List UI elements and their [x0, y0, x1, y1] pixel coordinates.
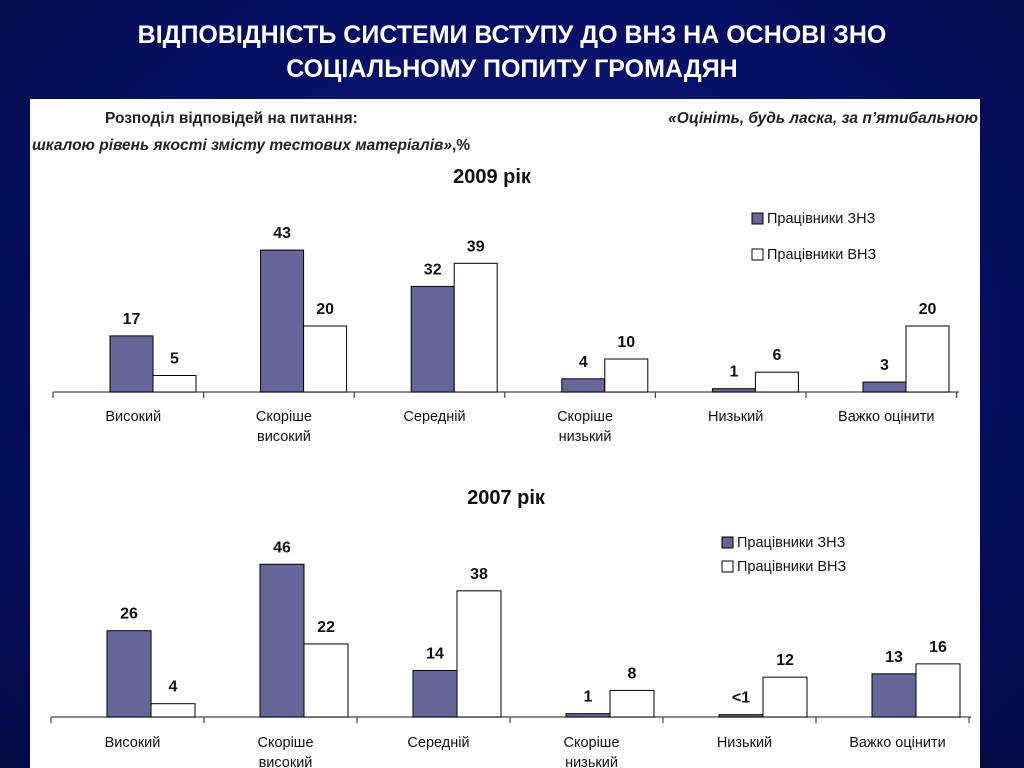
category-label: Високий	[105, 409, 161, 425]
category-label: Середній	[407, 735, 469, 751]
chart-0: 2009 рік 17 43 32 4 1 3 5 20 39 10 6 20 Високий Скоріш…	[52, 166, 959, 445]
data-label: 43	[273, 225, 291, 242]
chart-title: 2009 рік	[453, 166, 532, 188]
data-label: 20	[316, 301, 334, 318]
data-label: 10	[617, 334, 635, 351]
data-label: 8	[628, 665, 637, 682]
data-label: 4	[169, 679, 178, 696]
legend-swatch	[721, 536, 734, 549]
category-label: Низький	[708, 409, 763, 425]
question-text: Розподіл відповідей на питання: «Оцініть…	[30, 105, 980, 159]
bar-vnz	[754, 371, 799, 393]
bar-vnz	[915, 663, 961, 718]
bar-znz	[106, 630, 152, 718]
bar-vnz	[456, 590, 502, 718]
bar-znz	[412, 670, 458, 718]
data-label: 16	[929, 639, 947, 656]
data-label: 32	[424, 261, 442, 278]
legend-label: Працівники ЗНЗ	[737, 535, 846, 551]
legend-label: Працівники ЗНЗ	[767, 211, 876, 227]
bar-vnz	[604, 358, 649, 393]
chart-1: 2007 рік 26 46 14 1 <1 13 4 22 38 8 12 16 Високий Скор…	[50, 487, 971, 768]
data-label: 6	[772, 347, 781, 364]
data-label: 5	[170, 351, 179, 368]
data-label: 1	[584, 689, 593, 706]
chart-panel: Розподіл відповідей на питання: «Оцініть…	[30, 99, 980, 768]
category-label: Важко оцінити	[849, 735, 945, 751]
chart-title: 2007 рік	[467, 487, 546, 509]
category-label: Скоріше	[256, 409, 312, 425]
category-label: низький	[559, 429, 612, 445]
bar-znz	[410, 285, 455, 393]
bar-vnz	[762, 676, 808, 718]
data-label: 46	[273, 539, 291, 556]
bar-znz	[259, 563, 305, 718]
bar-vnz	[303, 325, 348, 393]
category-label: високий	[257, 429, 311, 445]
data-label: 20	[919, 301, 937, 318]
bar-vnz	[453, 262, 498, 393]
bar-vnz	[303, 643, 349, 718]
category-label: Низький	[717, 735, 772, 751]
data-label: 17	[123, 311, 141, 328]
data-label: 1	[729, 364, 738, 381]
question-suffix: ,%	[452, 137, 471, 154]
data-label: <1	[732, 690, 750, 707]
bar-vnz	[905, 325, 950, 393]
bar-znz	[871, 673, 917, 718]
category-label: Скоріше	[557, 409, 613, 425]
category-label: Високий	[105, 735, 161, 751]
data-label: 4	[579, 354, 588, 371]
bar-vnz	[152, 375, 197, 393]
bar-znz	[862, 381, 907, 393]
category-label: Скоріше	[563, 735, 619, 751]
data-label: 14	[426, 646, 444, 663]
question-text-line2: шкалою рівень якості змісту тестових мат…	[32, 137, 452, 154]
legend-label: Працівники ВНЗ	[737, 559, 847, 575]
bar-znz	[561, 378, 606, 393]
question-prefix: Розподіл відповідей на питання:	[105, 110, 358, 127]
data-label: 39	[467, 238, 485, 255]
data-label: 3	[880, 357, 889, 374]
category-label: Середній	[403, 409, 465, 425]
bar-znz	[711, 388, 756, 393]
data-label: 12	[776, 652, 794, 669]
data-label: 13	[885, 649, 903, 666]
bar-znz	[565, 713, 611, 718]
category-label: Скоріше	[257, 735, 313, 751]
slide-title: ВІДПОВІДНІСТЬ СИСТЕМИ ВСТУПУ ДО ВНЗ НА О…	[0, 18, 1024, 86]
data-label: 38	[470, 566, 488, 583]
data-label: 22	[317, 619, 335, 636]
bar-vnz	[609, 689, 655, 718]
legend-swatch	[751, 212, 764, 225]
legend-swatch	[721, 560, 734, 573]
category-label: низький	[565, 755, 618, 768]
category-label: Важко оцінити	[838, 409, 934, 425]
data-label: 26	[120, 606, 138, 623]
legend-label: Працівники ВНЗ	[767, 247, 877, 263]
bar-znz	[109, 335, 154, 393]
question-text-line1: «Оцініть, будь ласка, за п’ятибальною	[668, 110, 978, 127]
legend-swatch	[751, 248, 764, 261]
slide-title-line2: СОЦІАЛЬНОМУ ПОПИТУ ГРОМАДЯН	[286, 55, 738, 83]
bar-znz	[260, 249, 305, 393]
slide-title-line1: ВІДПОВІДНІСТЬ СИСТЕМИ ВСТУПУ ДО ВНЗ НА О…	[137, 21, 887, 49]
bar-znz	[718, 714, 764, 718]
bar-vnz	[150, 703, 196, 718]
category-label: високий	[259, 755, 313, 768]
